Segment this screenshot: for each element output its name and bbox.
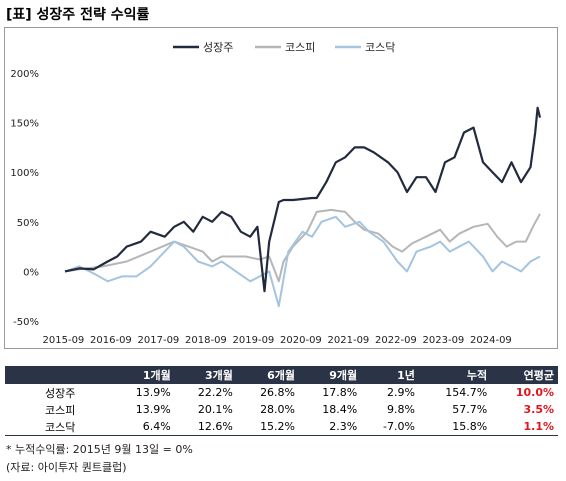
y-tick-label: 150%: [10, 119, 39, 130]
series-line: [64, 215, 541, 308]
x-tick-label: 2019-09: [233, 335, 275, 346]
table-cell: 26.8%: [260, 386, 296, 399]
table-cell: 12.6%: [174, 418, 237, 436]
legend-label: 코스피: [285, 41, 315, 54]
table-header-cell: 1년: [361, 366, 419, 384]
series-line: [64, 106, 542, 293]
x-tick-label: 2017-09: [138, 335, 180, 346]
table-row: 성장주 13.9% 22.2% 26.8% 17.8% 2.9% 154.7% …: [5, 384, 558, 401]
table-cell: 2.9%: [386, 386, 415, 399]
table-cell-annual: 1.1%: [491, 418, 558, 436]
table-cell: 28.0%: [260, 403, 296, 416]
x-tick-label: 2022-09: [375, 335, 417, 346]
table-cell: 17.8%: [322, 386, 358, 399]
legend-label: 코스닥: [365, 41, 395, 54]
table-header-cell: 6개월: [236, 366, 300, 384]
series-line: [64, 208, 541, 283]
legend: 성장주 코스피 코스닥: [173, 41, 395, 54]
table-cell-annual: 10.0%: [515, 386, 554, 399]
table-header-cell: 9개월: [299, 366, 362, 384]
chart-frame: 성장주 코스피 코스닥 200% 150% 100% 50% 0% -50% 2015-09 2…: [4, 27, 558, 349]
legend-label: 성장주: [203, 41, 233, 54]
table-cell: 6.4%: [112, 418, 175, 436]
table-cell: -7.0%: [361, 418, 419, 436]
x-tick-label: 2015-09: [43, 335, 85, 346]
table-cell: 22.2%: [197, 386, 233, 399]
table-cell: 20.1%: [197, 403, 233, 416]
y-tick-label: 200%: [10, 69, 39, 80]
table-header-cell: [5, 366, 113, 384]
x-tick-label: 2021-09: [328, 335, 370, 346]
table-cell: 9.8%: [386, 403, 415, 416]
y-tick-label: -50%: [13, 317, 39, 328]
row-label: 코스피: [45, 403, 76, 417]
x-tick-label: 2016-09: [90, 335, 132, 346]
table-header-row: 1개월 3개월 6개월 9개월 1년 누적 연평균: [5, 366, 558, 384]
table-cell: 13.9%: [135, 386, 171, 399]
returns-table: 1개월 3개월 6개월 9개월 1년 누적 연평균 성장주 13.9% 22.2…: [5, 366, 558, 436]
table-cell: 15.8%: [418, 418, 492, 436]
source-note: (자료: 아이투자 퀀트클럽): [6, 461, 127, 474]
table-header-cell: 1개월: [112, 366, 175, 384]
table-cell-annual: 3.5%: [523, 403, 554, 416]
y-tick-label: 0%: [23, 267, 39, 278]
y-tick-label: 100%: [10, 168, 39, 179]
plot-area: [64, 106, 542, 308]
table-cell: 154.7%: [445, 386, 488, 399]
table-header-cell: 누적: [418, 366, 492, 384]
footnote: * 누적수익률: 2015년 9월 13일 = 0%: [6, 443, 193, 456]
table-header-cell: 3개월: [174, 366, 237, 384]
table-cell: 15.2%: [236, 418, 300, 436]
y-tick-label: 50%: [17, 218, 39, 229]
table-cell: 57.7%: [452, 403, 488, 416]
chart-title: [표] 성장주 전략 수익률: [6, 7, 150, 23]
x-axis: 2015-09 2016-09 2017-09 2018-09 2019-09 2020-…: [43, 335, 512, 346]
table-row: 코스피 13.9% 20.1% 28.0% 18.4% 9.8% 57.7% 3…: [5, 401, 558, 418]
table-header-cell: 연평균: [491, 366, 558, 384]
row-label: 코스닥: [5, 418, 113, 436]
line-chart: 성장주 코스피 코스닥 200%150%100%50%0%-50% 2015-09 2…: [10, 41, 542, 346]
row-label: 성장주: [45, 386, 76, 400]
y-axis: 200% 150% 100% 50% 0% -50%: [10, 69, 39, 328]
table-cell: 13.9%: [135, 403, 171, 416]
x-tick-label: 2024-09: [470, 335, 512, 346]
table-cell: 2.3%: [299, 418, 362, 436]
table-cell: 18.4%: [322, 403, 358, 416]
x-tick-label: 2020-09: [280, 335, 322, 346]
x-tick-label: 2018-09: [185, 335, 227, 346]
table-row: 코스닥 6.4% 12.6% 15.2% 2.3% -7.0% 15.8% 1.…: [5, 418, 558, 436]
x-tick-label: 2023-09: [423, 335, 465, 346]
